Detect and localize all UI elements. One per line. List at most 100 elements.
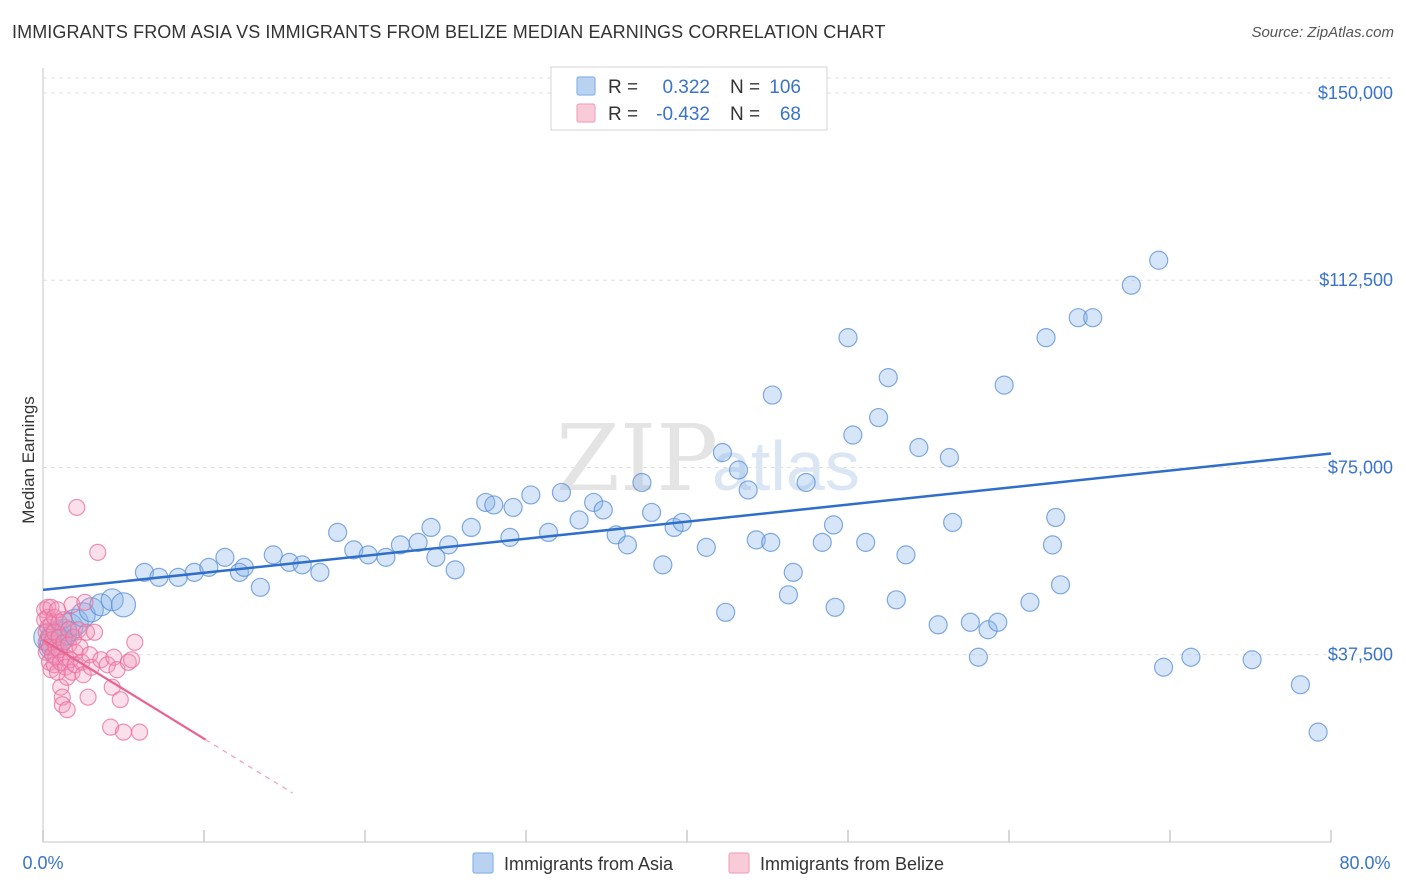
data-point xyxy=(712,442,733,463)
data-point xyxy=(878,368,898,388)
data-point xyxy=(85,623,104,641)
stats-box: R = 0.322 N = 106 R = -0.432 N = 68 xyxy=(550,66,828,131)
data-point xyxy=(896,545,916,565)
chart-title: IMMIGRANTS FROM ASIA VS IMMIGRANTS FROM … xyxy=(12,22,886,42)
data-point xyxy=(484,495,504,515)
stats-swatch-belize xyxy=(576,103,596,123)
data-point xyxy=(617,535,638,555)
trend-line-belize xyxy=(42,638,207,741)
data-point xyxy=(421,517,441,538)
data-point xyxy=(641,502,662,523)
data-point xyxy=(978,620,998,640)
stats-r-label-asia: R = xyxy=(608,77,638,98)
legend-swatch-belize xyxy=(728,852,750,874)
data-point xyxy=(292,555,312,575)
data-point xyxy=(1149,250,1169,270)
data-point xyxy=(838,328,858,348)
stats-n-label-belize: N = xyxy=(730,104,760,125)
data-point xyxy=(968,647,989,667)
data-point xyxy=(376,547,396,567)
data-point xyxy=(81,646,99,664)
data-point xyxy=(632,472,652,493)
data-point xyxy=(928,615,948,635)
data-point xyxy=(843,425,863,445)
x-axis-ticks xyxy=(42,830,1332,842)
legend-label-asia: Immigrants from Asia xyxy=(504,854,674,874)
data-point xyxy=(653,555,673,575)
data-point xyxy=(503,497,523,518)
data-point xyxy=(823,515,844,535)
data-point xyxy=(310,562,330,582)
data-point xyxy=(939,447,960,468)
data-point xyxy=(796,472,816,493)
data-point xyxy=(943,512,963,533)
y-tick-label: $150,000 xyxy=(1318,83,1393,103)
stats-r-value-asia: 0.322 xyxy=(662,77,710,98)
data-point xyxy=(538,522,559,543)
watermark-zip: ZIP xyxy=(556,405,718,512)
stats-n-label-asia: N = xyxy=(730,77,760,98)
data-point xyxy=(909,437,929,458)
data-point xyxy=(110,592,137,618)
data-point xyxy=(1242,650,1262,670)
data-point xyxy=(868,407,889,428)
data-point xyxy=(1042,535,1063,555)
data-point xyxy=(134,562,155,582)
y-tick-label: $37,500 xyxy=(1328,645,1393,665)
data-point xyxy=(825,597,845,617)
legend: Immigrants from Asia Immigrants from Bel… xyxy=(472,852,944,874)
y-axis-label: Median Earnings xyxy=(19,396,38,524)
data-point xyxy=(1020,592,1040,612)
data-point xyxy=(1290,675,1311,695)
watermark-atlas: atlas xyxy=(712,427,860,505)
y-tick-label: $112,500 xyxy=(1319,270,1393,290)
data-point xyxy=(960,612,980,632)
data-point xyxy=(102,718,120,736)
data-point xyxy=(551,482,572,503)
data-point xyxy=(63,596,81,614)
data-point xyxy=(111,691,129,709)
trend-line-asia xyxy=(42,452,1332,592)
data-point xyxy=(55,611,73,629)
data-point xyxy=(53,696,71,714)
stats-n-value-belize: 68 xyxy=(780,104,801,125)
data-point xyxy=(89,543,107,561)
data-point xyxy=(119,653,137,671)
data-point xyxy=(122,651,141,669)
data-point xyxy=(1083,308,1103,328)
data-point xyxy=(762,385,782,405)
data-point xyxy=(738,480,758,500)
x-tick-label-max: 80.0% xyxy=(1339,853,1390,873)
legend-swatch-asia xyxy=(472,852,494,874)
y-tick-labels: $37,500 $75,000 $112,500 $150,000 xyxy=(1318,83,1393,665)
stats-swatch-asia xyxy=(576,76,596,96)
data-point xyxy=(344,540,364,560)
data-point xyxy=(52,653,70,671)
data-point xyxy=(126,633,144,651)
stats-r-value-belize: -0.432 xyxy=(656,104,710,125)
stats-box-frame xyxy=(550,66,828,131)
data-point xyxy=(263,545,283,565)
data-point xyxy=(1036,328,1056,348)
data-point xyxy=(746,530,766,550)
data-point xyxy=(1308,722,1328,742)
data-point xyxy=(569,510,589,530)
stats-r-label-belize: R = xyxy=(608,104,638,125)
legend-label-belize: Immigrants from Belize xyxy=(760,854,944,874)
data-point xyxy=(131,723,149,741)
data-point xyxy=(728,460,749,480)
data-point xyxy=(500,527,520,547)
data-point xyxy=(76,593,94,611)
data-point xyxy=(696,537,716,557)
data-point xyxy=(593,500,613,520)
data-point xyxy=(250,577,270,597)
data-point xyxy=(1121,275,1141,295)
data-point xyxy=(521,485,541,505)
data-point xyxy=(461,517,481,538)
data-point xyxy=(783,562,803,582)
data-point xyxy=(1046,507,1066,528)
data-point xyxy=(761,532,781,552)
data-point xyxy=(1181,647,1201,667)
data-point xyxy=(58,701,76,719)
